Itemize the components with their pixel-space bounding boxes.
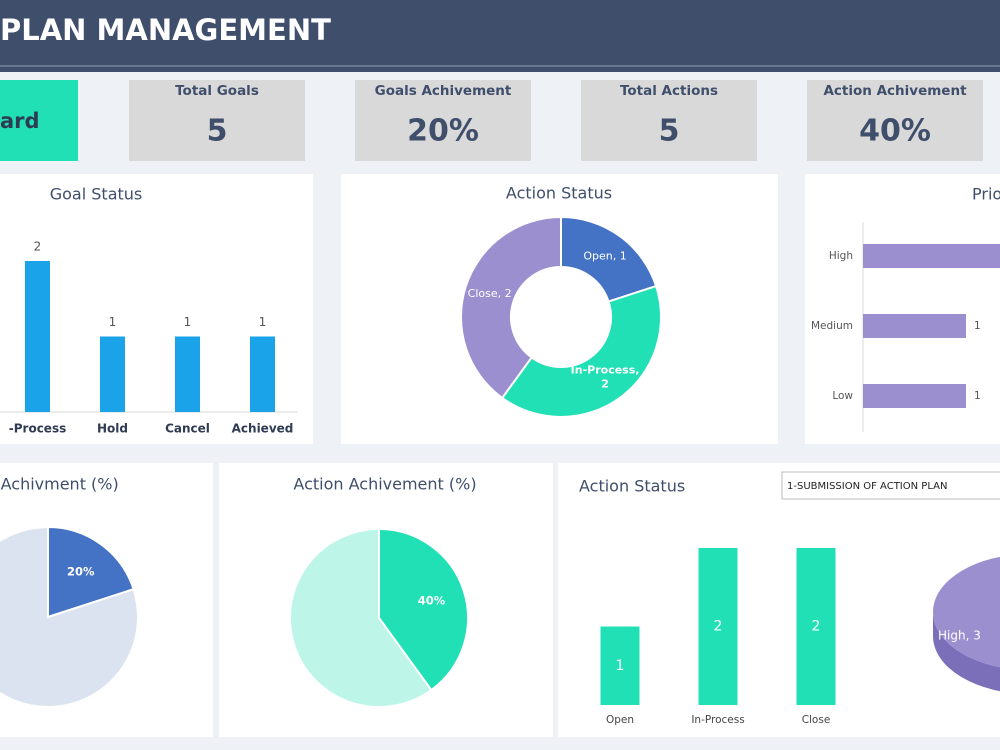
data-label: 1 bbox=[616, 658, 625, 674]
data-label: 1 bbox=[259, 315, 267, 329]
x-tick-label: Open bbox=[606, 714, 634, 726]
pie-slice bbox=[933, 556, 1000, 668]
donut-slice bbox=[460, 215, 562, 400]
kpi-label: Action Achivement bbox=[823, 83, 967, 99]
data-label: 2 bbox=[714, 619, 723, 635]
bar bbox=[600, 626, 640, 705]
kpi-card bbox=[129, 80, 305, 161]
pie-slice bbox=[47, 525, 135, 619]
header-bar bbox=[0, 0, 1000, 72]
kpi-value: 40% bbox=[859, 114, 931, 149]
chart-title: al Achivment (%) bbox=[0, 475, 119, 494]
kpi-value: 20% bbox=[407, 114, 479, 149]
pie-slice bbox=[378, 527, 469, 692]
kpi-card bbox=[355, 80, 531, 161]
x-tick-label: Close bbox=[802, 714, 831, 726]
data-label: High, 3 bbox=[938, 629, 981, 643]
bar bbox=[698, 548, 738, 705]
header-title: PLAN MANAGEMENT bbox=[0, 13, 331, 47]
filter-dropdown[interactable] bbox=[781, 471, 1000, 500]
data-label: 1 bbox=[974, 320, 981, 332]
y-tick-label: Medium bbox=[811, 320, 853, 332]
data-label: Open, 1 bbox=[583, 249, 626, 262]
chart-title: Prio bbox=[972, 185, 1000, 204]
data-label: 2 bbox=[812, 619, 821, 635]
kpi-label: Goals Achivement bbox=[375, 83, 512, 99]
data-label: Close, 2 bbox=[468, 287, 512, 300]
bar bbox=[100, 336, 125, 412]
bar bbox=[863, 244, 1000, 268]
chart-title: Action Status bbox=[506, 184, 612, 203]
kpi-label: Total Actions bbox=[620, 83, 718, 99]
y-tick-label: High bbox=[829, 250, 853, 262]
filter-label: 1-SUBMISSION OF ACTION PLAN bbox=[787, 481, 947, 492]
kpi-card bbox=[581, 80, 757, 161]
kpi-label: Total Goals bbox=[175, 83, 259, 99]
x-tick-label: In-Process bbox=[691, 714, 744, 726]
chart-title: Action Achivement (%) bbox=[293, 475, 476, 494]
x-tick-label: Cancel bbox=[165, 422, 210, 436]
pie-slice bbox=[0, 525, 139, 708]
data-label: 2 bbox=[34, 240, 42, 254]
kpi-value: 5 bbox=[659, 114, 680, 149]
dashboard-tab[interactable] bbox=[0, 80, 78, 161]
data-label: 1 bbox=[109, 315, 117, 329]
chart-title: Goal Status bbox=[50, 185, 143, 204]
x-tick-label: -Process bbox=[9, 422, 66, 436]
pie-side bbox=[933, 612, 1000, 692]
bar bbox=[863, 384, 966, 408]
data-label: 1 bbox=[184, 315, 192, 329]
pie-slice bbox=[289, 527, 433, 708]
chart-title: Action Status bbox=[579, 477, 685, 496]
kpi-card bbox=[807, 80, 983, 161]
data-label: 40% bbox=[418, 593, 446, 607]
x-tick-label: Hold bbox=[97, 422, 128, 436]
bar bbox=[250, 336, 275, 412]
donut-slice bbox=[500, 284, 662, 418]
kpi-value: 5 bbox=[207, 114, 228, 149]
y-tick-label: Low bbox=[832, 390, 853, 402]
bar bbox=[863, 314, 966, 338]
bar bbox=[796, 548, 836, 705]
data-label: In-Process, 2 bbox=[571, 364, 640, 391]
bar bbox=[175, 336, 200, 412]
donut-slice bbox=[560, 215, 658, 303]
x-tick-label: Achieved bbox=[232, 422, 294, 436]
data-label: 20% bbox=[67, 564, 95, 578]
tab-label: ard bbox=[0, 109, 40, 133]
data-label: 1 bbox=[974, 390, 981, 402]
bar bbox=[25, 261, 50, 412]
